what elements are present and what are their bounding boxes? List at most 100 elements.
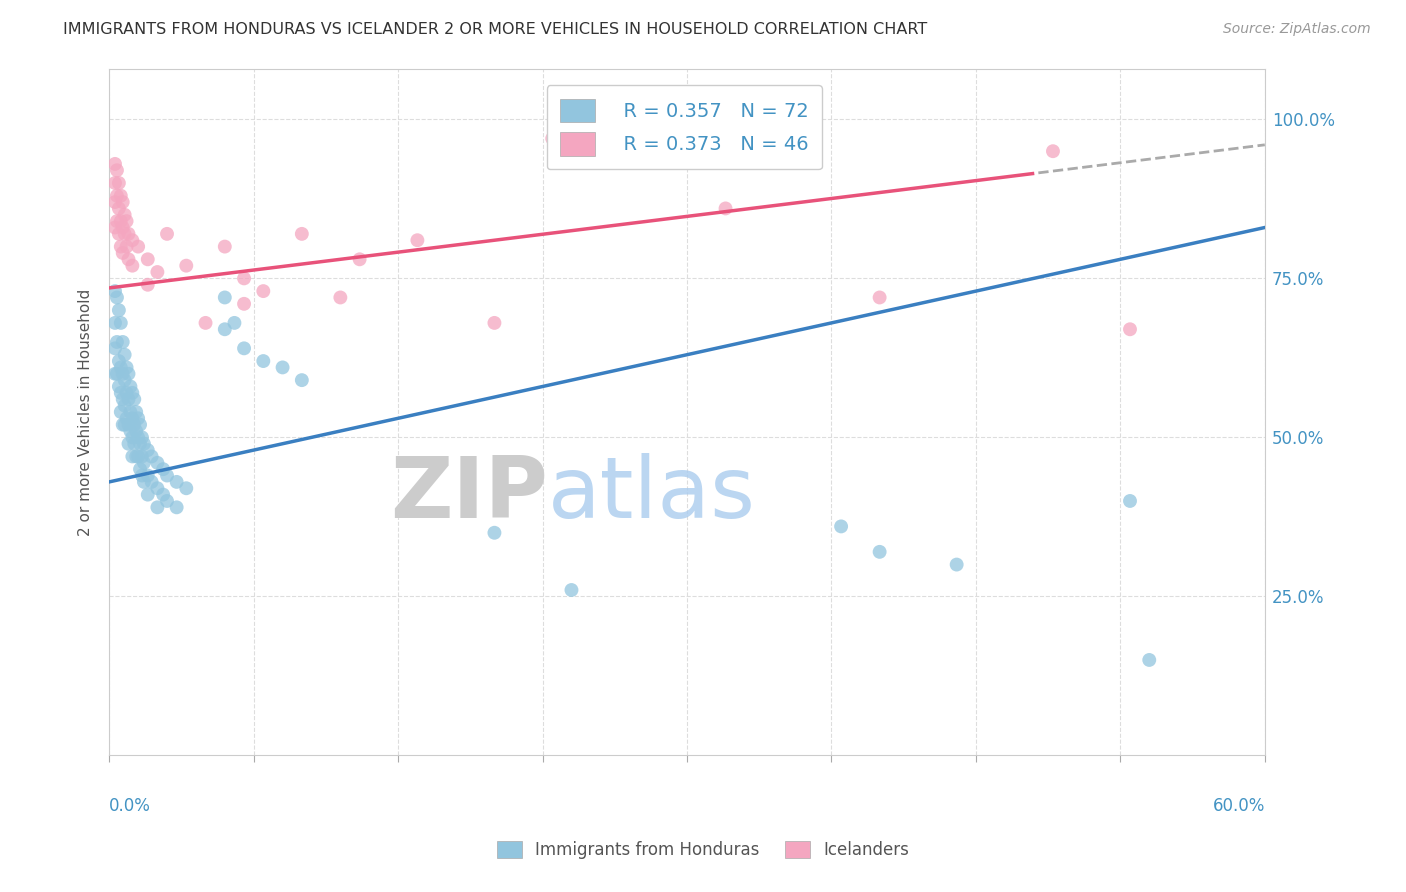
Point [146,456,169,470]
Point [127,430,149,444]
Point [115,239,138,253]
Point [214,239,236,253]
Point [115,360,138,375]
Point [104,316,127,330]
Point [136,443,159,458]
Point [110,239,132,253]
Point [945,558,967,572]
Point [291,373,314,387]
Legend:   R = 0.357   N = 72,   R = 0.373   N = 46: R = 0.357 N = 72, R = 0.373 N = 46 [547,85,823,169]
Point [676,131,699,145]
Point [1137,653,1160,667]
Point [136,468,159,483]
Text: ZIP: ZIP [391,453,548,536]
Point [129,417,152,432]
Point [830,519,852,533]
Point [124,417,146,432]
Point [121,450,143,464]
Point [104,176,127,190]
Point [174,481,197,495]
Point [114,399,136,413]
Point [111,334,134,349]
Point [115,214,138,228]
Point [121,259,143,273]
Point [127,239,149,253]
Point [141,450,163,464]
Point [252,284,274,298]
Point [714,202,737,216]
Point [560,582,582,597]
Point [141,475,163,489]
Point [125,450,148,464]
Point [156,227,179,241]
Point [105,163,128,178]
Point [105,214,128,228]
Point [105,188,128,202]
Text: IMMIGRANTS FROM HONDURAS VS ICELANDER 2 OR MORE VEHICLES IN HOUSEHOLD CORRELATIO: IMMIGRANTS FROM HONDURAS VS ICELANDER 2 … [63,22,928,37]
Point [111,246,134,260]
Point [125,424,148,438]
Point [166,500,188,515]
Legend: Immigrants from Honduras, Icelanders: Immigrants from Honduras, Icelanders [491,834,915,866]
Point [156,468,179,483]
Point [108,176,131,190]
Point [136,252,159,267]
Point [110,214,132,228]
Point [105,367,128,381]
Point [111,367,134,381]
Point [105,334,128,349]
Text: 0.0%: 0.0% [110,797,150,814]
Point [406,233,429,247]
Y-axis label: 2 or more Vehicles in Household: 2 or more Vehicles in Household [79,288,93,535]
Point [117,436,139,450]
Point [121,411,143,425]
Point [108,202,131,216]
Point [127,450,149,464]
Point [110,405,132,419]
Point [214,322,236,336]
Point [117,227,139,241]
Point [131,450,153,464]
Point [132,475,155,489]
Point [108,303,131,318]
Point [114,227,136,241]
Point [132,436,155,450]
Point [120,405,142,419]
Point [224,316,246,330]
Point [146,481,169,495]
Point [104,367,127,381]
Point [104,195,127,210]
Point [194,316,217,330]
Point [1119,494,1142,508]
Point [121,430,143,444]
Point [271,360,294,375]
Point [111,392,134,407]
Point [233,342,256,356]
Point [110,316,132,330]
Point [129,462,152,476]
Point [120,379,142,393]
Point [214,290,236,304]
Point [484,525,506,540]
Point [104,220,127,235]
Point [110,188,132,202]
Point [484,316,506,330]
Point [121,233,143,247]
Point [108,379,131,393]
Point [329,290,352,304]
Point [114,373,136,387]
Point [233,297,256,311]
Point [136,487,159,501]
Point [174,259,197,273]
Point [152,487,174,501]
Point [146,500,169,515]
Point [117,252,139,267]
Point [1042,144,1064,158]
Point [869,290,891,304]
Point [637,131,659,145]
Point [125,405,148,419]
Point [349,252,371,267]
Point [115,385,138,400]
Text: 60.0%: 60.0% [1212,797,1265,814]
Point [1119,322,1142,336]
